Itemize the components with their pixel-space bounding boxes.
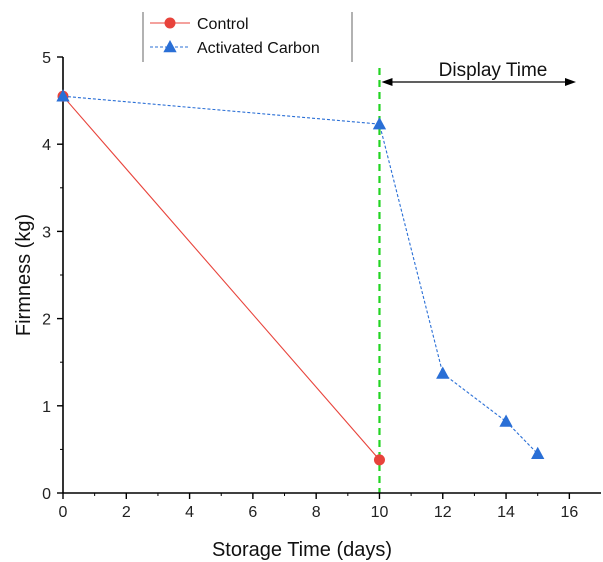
display-time-arrow-right-head <box>565 78 576 86</box>
x-tick-label: 8 <box>312 504 321 521</box>
legend-label-1: Activated Carbon <box>197 40 320 57</box>
display-time-label: Display Time <box>439 60 548 81</box>
x-tick-label: 2 <box>122 504 131 521</box>
x-tick-label: 4 <box>185 504 194 521</box>
y-tick-label: 3 <box>42 224 51 241</box>
data-point-1-1 <box>372 117 387 130</box>
x-tick-label: 10 <box>371 504 389 521</box>
legend-label-0: Control <box>197 16 249 33</box>
data-point-1-3 <box>499 414 513 427</box>
data-point-1-2 <box>436 366 450 379</box>
x-axis-title: Storage Time (days) <box>212 539 392 561</box>
series-line-0 <box>62 95 380 461</box>
y-tick-label: 0 <box>42 486 51 503</box>
y-tick-label: 2 <box>42 312 51 329</box>
x-tick-label: 14 <box>497 504 515 521</box>
x-tick-label: 12 <box>434 504 452 521</box>
legend-marker-0 <box>164 17 176 29</box>
x-tick-label: 16 <box>560 504 578 521</box>
display-time-arrow-left-head <box>381 78 393 86</box>
series-line-1 <box>62 95 539 455</box>
x-tick-label: 6 <box>248 504 257 521</box>
y-axis-title: Firmness (kg) <box>13 214 35 336</box>
data-point-0-1 <box>373 454 385 466</box>
data-point-1-0 <box>56 89 70 102</box>
y-tick-label: 4 <box>42 137 51 154</box>
data-point-1-4 <box>531 446 545 460</box>
y-tick-label: 1 <box>42 399 51 416</box>
x-tick-label: 0 <box>59 504 68 521</box>
y-tick-label: 5 <box>42 50 51 67</box>
legend-marker-1 <box>163 40 177 53</box>
